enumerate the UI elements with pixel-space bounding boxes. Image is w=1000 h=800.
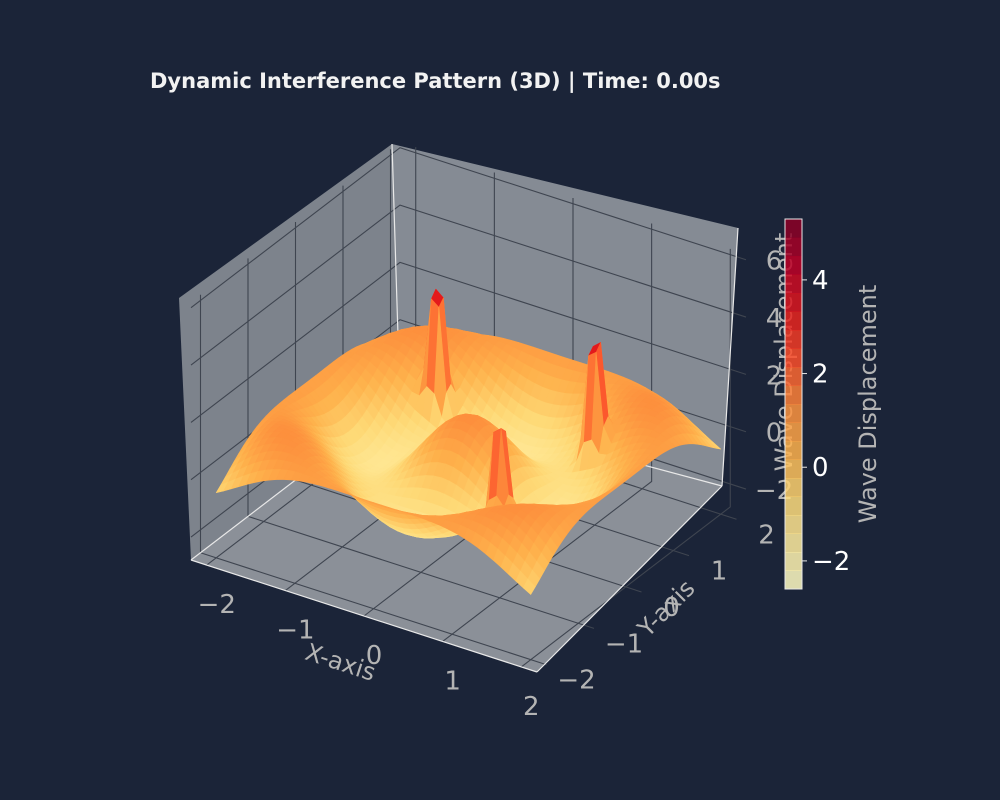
y-tick-label: −1 — [605, 629, 643, 659]
surface-patch — [522, 578, 536, 595]
y-axis-label: Y-axis — [631, 574, 700, 643]
z-tick-label: 0 — [766, 419, 783, 449]
y-tick-label: 0 — [663, 593, 680, 623]
colorbar-frame — [784, 218, 803, 590]
colorbar-level — [785, 330, 802, 349]
colorbar-level — [785, 404, 802, 423]
colorbar-label: Wave Displacement — [854, 285, 882, 524]
gridline-z — [190, 147, 747, 309]
colorbar-level — [785, 311, 802, 331]
colorbar-level — [785, 293, 802, 312]
colorbar-level — [785, 441, 802, 460]
y-tick-label: −2 — [557, 666, 595, 696]
gridline-x — [520, 248, 731, 668]
x-axis-line — [190, 559, 538, 673]
colorbar-level — [785, 348, 802, 368]
gridline-x — [442, 223, 653, 642]
colorbar-tick-label: 4 — [812, 266, 829, 296]
x-tick-label: −2 — [198, 590, 236, 620]
colorbar: −2 0 2 4 — [784, 218, 850, 590]
colorbar-level — [785, 478, 802, 497]
colorbar-level — [785, 533, 802, 553]
colorbar-level — [785, 367, 802, 386]
colorbar-level — [785, 256, 802, 275]
colorbar-tick-label: 0 — [812, 453, 829, 483]
y-axis-line — [536, 485, 723, 673]
colorbar-level — [785, 552, 802, 571]
x-tick-label: 2 — [523, 692, 540, 722]
x-tick-label: 1 — [444, 666, 461, 696]
colorbar-tick-label: 2 — [812, 360, 829, 390]
x-tick-label: 0 — [366, 641, 383, 671]
z-tick-label: 6 — [766, 247, 783, 277]
colorbar-level — [785, 422, 802, 442]
z-tick-label: 4 — [766, 304, 783, 334]
colorbar-level — [785, 459, 802, 479]
colorbar-tick-label: −2 — [812, 547, 850, 577]
y-tick-label: 1 — [711, 557, 728, 587]
y-tick-label: 2 — [758, 520, 775, 550]
z-axis-line — [721, 227, 739, 487]
colorbar-level — [785, 515, 802, 534]
colorbar-level — [785, 496, 802, 516]
x-tick-label: −1 — [276, 616, 314, 646]
chart-title: Dynamic Interference Pattern (3D) | Time… — [150, 69, 721, 94]
gridline-z — [190, 261, 747, 423]
z-tick-label: 2 — [766, 361, 783, 391]
colorbar-level — [785, 219, 802, 238]
gridline-z — [190, 204, 747, 366]
surface-plot — [215, 288, 722, 595]
colorbar-level — [785, 570, 802, 590]
colorbar-level — [785, 274, 802, 294]
colorbar-level — [785, 237, 802, 257]
colorbar-level — [785, 385, 802, 405]
